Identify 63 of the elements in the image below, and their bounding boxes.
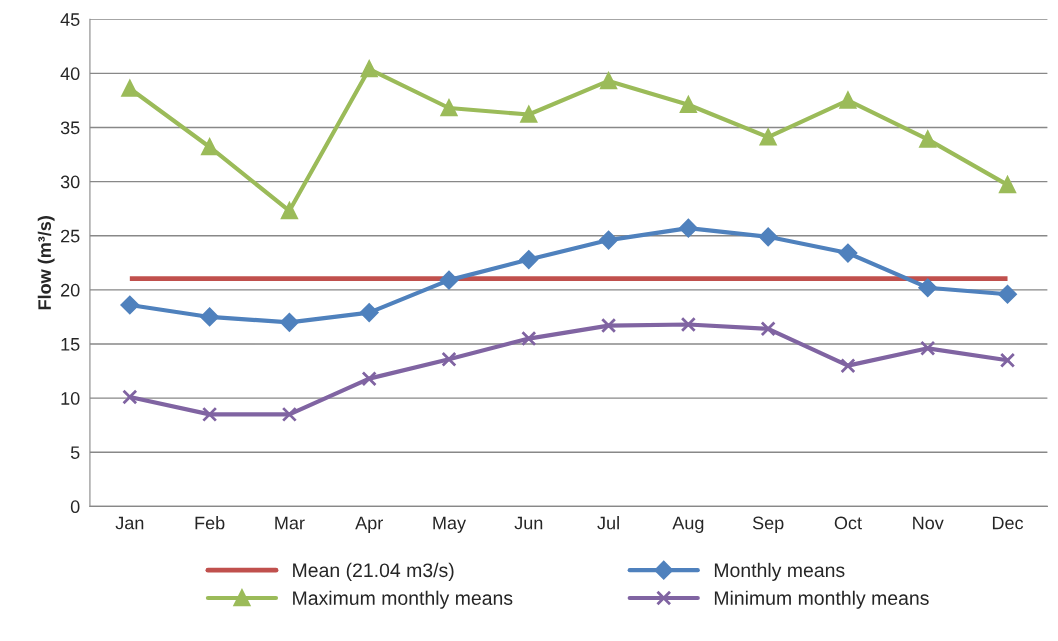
x-tick-label: Oct [834,516,862,530]
point [999,176,1016,194]
x-tick-label: Feb [195,516,225,530]
legend-label: Minimum monthly means [714,590,929,609]
point [280,313,299,332]
point [122,389,138,405]
y-tick-label: 15 [61,338,80,351]
point [919,131,937,148]
point [359,303,379,322]
point [920,340,936,356]
point [361,371,377,387]
point [600,72,617,90]
x-tick-label: Mar [275,516,305,530]
x-tick-label: Jan [115,516,144,530]
point [918,278,937,297]
point [441,351,457,367]
x-tick-label: Aug [672,516,704,533]
point [998,284,1017,304]
x-tick-label: Apr [355,516,383,533]
y-tick-label: 40 [60,67,80,81]
x-tick-label: Sep [752,516,784,533]
legend-label: Mean (21.04 m3/s) [293,562,454,581]
point [281,202,298,220]
point [360,60,378,78]
point [680,96,697,114]
y-tick-label: 0 [70,500,80,514]
point [680,316,696,333]
y-tick-label: 45 [60,13,80,26]
point [439,270,459,290]
y-tick-label: 20 [61,283,80,297]
point [200,307,219,327]
point [840,358,856,374]
y-tick-label: 5 [70,446,80,459]
point [121,80,139,97]
point [839,92,857,109]
y-tick-label: 30 [60,175,80,189]
point [201,406,218,423]
point [440,99,458,117]
y-axis-title: Flow (m³/s) [37,216,55,310]
y-tick-label: 35 [60,121,80,135]
x-tick-label: Nov [913,516,944,530]
y-tick-label: 10 [61,392,80,405]
point [599,230,618,250]
point [759,128,777,146]
point [758,227,778,247]
point [120,295,140,315]
point [519,250,539,269]
point [520,106,538,123]
x-tick-label: Jun [514,516,543,530]
point [999,352,1016,368]
x-tick-label: Jul [597,516,619,530]
point [600,317,617,334]
x-tick-label: May [433,516,467,533]
point [281,406,298,423]
legend-label: Monthly means [714,562,845,581]
point [521,330,537,347]
point [760,321,776,337]
point [838,243,858,263]
legend-label: Maximum monthly means [293,590,513,609]
x-tick-label: Dec [992,516,1024,530]
y-tick-label: 25 [61,229,80,243]
point [679,218,698,238]
point [201,138,218,156]
